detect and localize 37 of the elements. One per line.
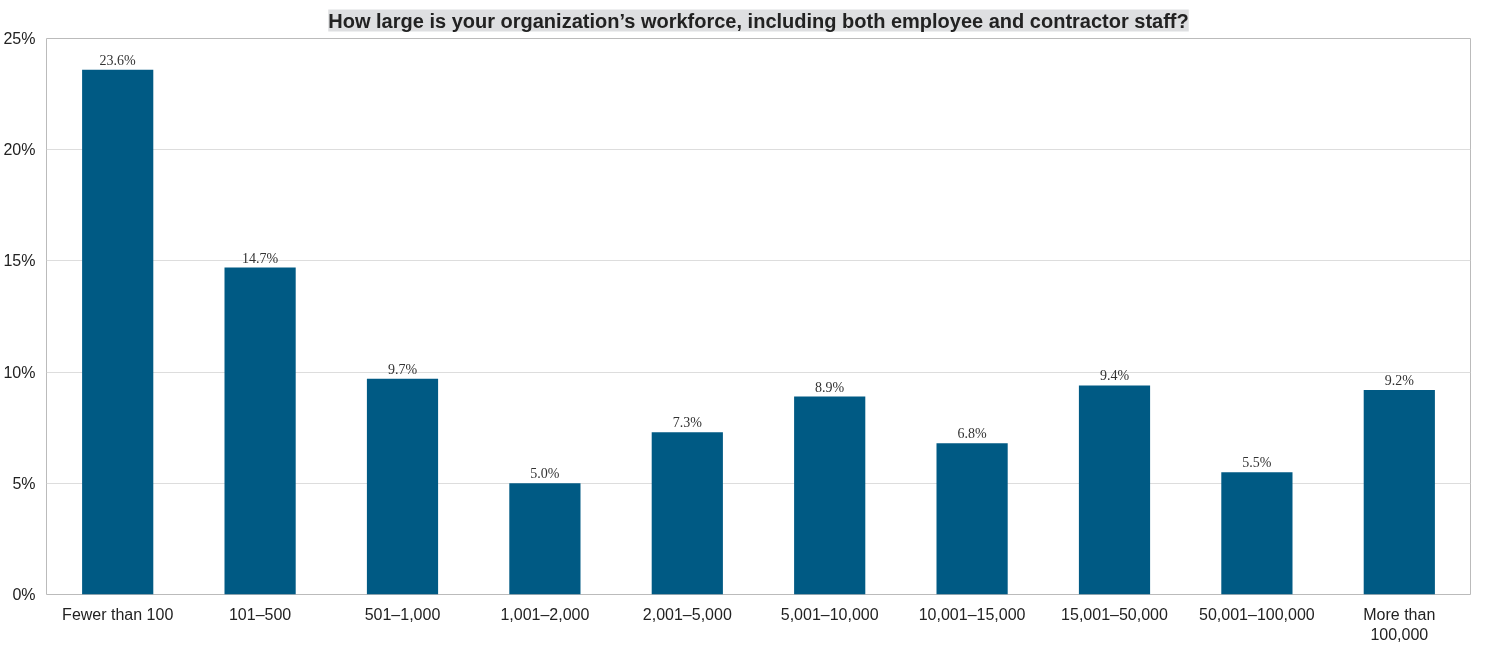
x-tick-label: 101–500: [228, 605, 292, 623]
x-tick-label: 50,001–100,000: [1199, 605, 1315, 623]
bar: [1078, 385, 1151, 595]
y-tick-label: 10%: [3, 363, 36, 381]
data-label: 5.0%: [530, 466, 560, 482]
chart-title: How large is your organization’s workforce, including both employee and contractor staff?: [328, 9, 1189, 32]
y-tick-label: 20%: [3, 141, 36, 159]
bar: [509, 483, 581, 595]
x-tick-label: 501–1,000: [364, 605, 441, 623]
x-tick-label: 15,001–50,000: [1061, 605, 1168, 623]
y-tick-label: 15%: [3, 252, 36, 270]
data-label: 23.6%: [99, 52, 137, 68]
y-tick-label: 25%: [3, 30, 36, 47]
x-tick-label: Fewer than 100: [62, 605, 174, 623]
data-label: 9.2%: [1384, 372, 1415, 388]
x-tick-label: 10,001–15,000: [918, 605, 1026, 623]
data-label: 9.7%: [387, 361, 418, 377]
data-label: 8.9%: [815, 379, 845, 395]
data-label: 5.5%: [1242, 455, 1272, 471]
bar: [366, 378, 439, 595]
x-tick-label: More than 100,000: [1363, 605, 1436, 643]
bar: [82, 69, 154, 595]
bar: [936, 443, 1008, 595]
data-label: 7.3%: [672, 415, 703, 431]
y-tick-label: 5%: [12, 474, 36, 492]
data-label: 9.4%: [1099, 368, 1130, 384]
bar: [1363, 389, 1435, 595]
bar: [1221, 472, 1293, 595]
x-tick-label: 2,001–5,000: [642, 605, 732, 623]
bar: [794, 396, 866, 595]
x-tick-label: 1,001–2,000: [500, 605, 590, 623]
data-label: 14.7%: [242, 250, 279, 266]
data-label: 6.8%: [957, 426, 988, 442]
bar: [224, 267, 296, 595]
bar: [651, 432, 723, 595]
y-tick-label: 0%: [12, 586, 36, 603]
x-tick-label: 5,001–10,000: [780, 605, 879, 623]
